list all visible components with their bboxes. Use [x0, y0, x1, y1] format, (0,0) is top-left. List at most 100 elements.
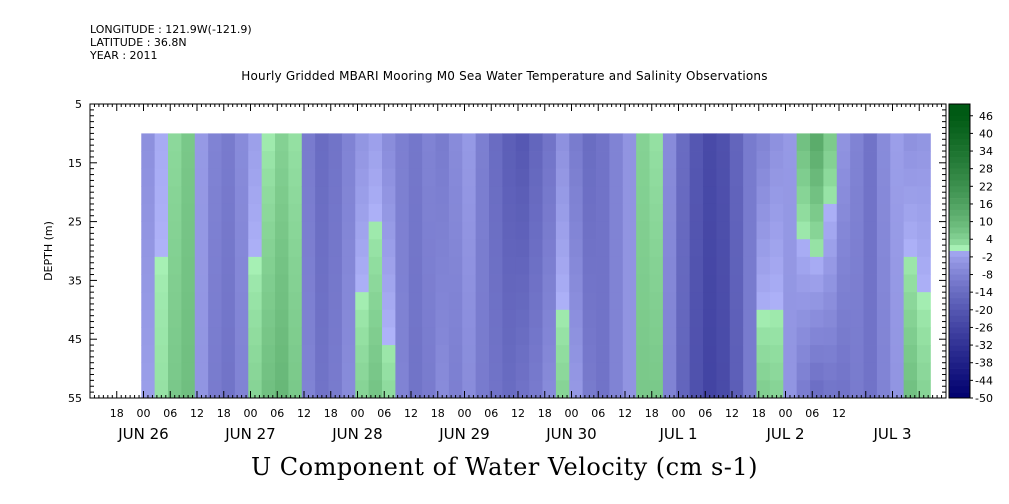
heatmap-cell: [622, 256, 637, 275]
heatmap-cell: [489, 345, 503, 364]
heatmap-cell: [729, 239, 744, 258]
heatmap-cell: [850, 309, 864, 328]
heatmap-cell: [515, 274, 530, 293]
colorbar-band: [949, 374, 970, 381]
heatmap-cell: [836, 239, 851, 258]
x-day-label: JUL 3: [872, 425, 911, 443]
heatmap-cell: [395, 362, 410, 381]
heatmap-cell: [662, 203, 677, 222]
colorbar-band: [949, 109, 970, 117]
colorbar-band: [949, 198, 970, 205]
heatmap-cell: [395, 327, 410, 346]
heatmap-cell: [596, 186, 610, 205]
heatmap-cell: [743, 186, 757, 205]
heatmap-cell: [823, 309, 838, 328]
x-tick-label: 06: [377, 407, 391, 420]
heatmap-cell: [676, 274, 691, 293]
heatmap-cell: [703, 345, 717, 364]
heatmap-cell: [489, 292, 503, 311]
heatmap-cell: [689, 151, 704, 170]
heatmap-cell: [622, 380, 637, 399]
heatmap-cell: [569, 327, 584, 346]
heatmap-cell: [261, 292, 276, 311]
heatmap-cell: [609, 380, 624, 399]
heatmap-cell: [395, 345, 410, 364]
heatmap-cell: [341, 327, 356, 346]
heatmap-cell: [408, 256, 423, 275]
heatmap-cell: [234, 168, 249, 187]
heatmap-cell: [435, 203, 450, 222]
heatmap-cell: [529, 203, 543, 222]
heatmap-cell: [422, 186, 436, 205]
heatmap-cell: [248, 309, 263, 328]
colorbar-band: [949, 180, 970, 187]
heatmap-cell: [395, 239, 410, 258]
heatmap-cell: [796, 380, 811, 399]
heatmap-cell: [234, 186, 249, 205]
heatmap-cell: [248, 345, 263, 364]
heatmap-cell: [636, 221, 650, 240]
heatmap-cell: [261, 221, 276, 240]
heatmap-cell: [408, 203, 423, 222]
heatmap-cell: [475, 345, 490, 364]
heatmap-cell: [275, 309, 289, 328]
heatmap-cell: [917, 151, 931, 170]
heatmap-cell: [315, 203, 329, 222]
heatmap-cell: [649, 362, 664, 381]
heatmap-cell: [783, 168, 798, 187]
heatmap-cell: [141, 345, 156, 364]
heatmap-cell: [248, 133, 263, 152]
x-tick-label: 00: [672, 407, 686, 420]
heatmap-cell: [569, 203, 584, 222]
heatmap-cell: [141, 168, 156, 187]
heatmap-cell: [569, 256, 584, 275]
heatmap-cell: [622, 203, 637, 222]
heatmap-cell: [876, 239, 891, 258]
heatmap-cell: [836, 203, 851, 222]
heatmap-cell: [890, 221, 905, 240]
heatmap-cell: [448, 292, 463, 311]
heatmap-cell: [636, 345, 650, 364]
heatmap-cell: [462, 327, 477, 346]
heatmap-cell: [649, 151, 664, 170]
heatmap-cell: [181, 380, 196, 399]
heatmap-cell: [475, 380, 490, 399]
colorbar-band: [949, 256, 970, 264]
heatmap-cell: [234, 133, 249, 152]
heatmap-cell: [475, 203, 490, 222]
heatmap-cell: [194, 274, 209, 293]
heatmap-cell: [181, 221, 196, 240]
heatmap-cell: [328, 133, 343, 152]
heatmap-cell: [890, 203, 905, 222]
heatmap-cell: [448, 133, 463, 152]
heatmap-cell: [234, 274, 249, 293]
heatmap-cell: [662, 151, 677, 170]
heatmap-cell: [689, 309, 704, 328]
heatmap-cell: [569, 309, 584, 328]
heatmap-cell: [903, 345, 918, 364]
heatmap-cell: [582, 186, 597, 205]
heatmap-cell: [275, 292, 289, 311]
colorbar-band: [949, 274, 970, 281]
heatmap-cell: [542, 380, 557, 399]
heatmap-cell: [917, 309, 931, 328]
heatmap-cell: [555, 203, 570, 222]
heatmap-cell: [408, 380, 423, 399]
heatmap-cell: [876, 186, 891, 205]
heatmap-cell: [783, 221, 798, 240]
heatmap-cell: [261, 362, 276, 381]
heatmap-cell: [395, 168, 410, 187]
heatmap-cell: [234, 327, 249, 346]
heatmap-cell: [368, 345, 383, 364]
heatmap-cell: [662, 345, 677, 364]
colorbar-band: [949, 286, 970, 293]
heatmap-cell: [261, 256, 276, 275]
heatmap-cell: [475, 239, 490, 258]
heatmap-cell: [703, 203, 717, 222]
heatmap-cell: [194, 345, 209, 364]
heatmap-cell: [382, 151, 396, 170]
heatmap-cell: [810, 327, 824, 346]
heatmap-cell: [341, 133, 356, 152]
heatmap-cell: [502, 239, 517, 258]
heatmap-cell: [261, 186, 276, 205]
